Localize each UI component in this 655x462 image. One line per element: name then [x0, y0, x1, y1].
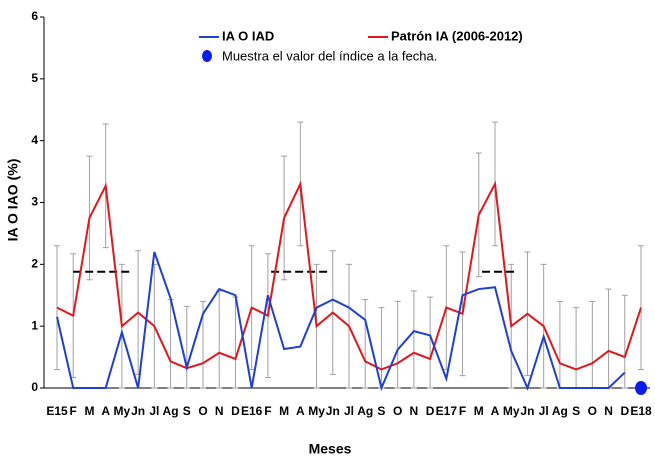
error-bar [216, 290, 223, 389]
y-axis-label: IA O IAO (%) [5, 159, 21, 242]
x-tick-label: E18 [630, 404, 652, 418]
y-tick-label: 1 [31, 318, 38, 332]
error-bar [605, 288, 612, 389]
x-tick-label: D [231, 404, 240, 418]
series-line [56, 180, 642, 371]
current-marker [635, 381, 647, 395]
x-tick-label: N [215, 404, 224, 418]
y-tick-label: 6 [31, 9, 38, 23]
y-tick-label: 4 [31, 133, 38, 147]
y-tick-label: 3 [31, 195, 38, 209]
x-tick-label: S [183, 404, 191, 418]
legend-label: Patrón IA (2006-2012) [391, 28, 523, 43]
error-bar [573, 307, 580, 389]
x-tick-label: Jn [520, 404, 534, 418]
x-tick-label: E15 [46, 404, 68, 418]
error-bar [556, 300, 563, 389]
y-tick-label: 5 [31, 71, 38, 85]
y-tick-label: 2 [31, 257, 38, 271]
error-bar [410, 290, 417, 389]
y-tick-label: 0 [31, 380, 38, 394]
x-tick-label: F [459, 404, 466, 418]
x-tick-label: Jl [344, 404, 354, 418]
legend-marker [202, 50, 212, 62]
x-axis-label: Meses [309, 441, 352, 457]
x-tick-label: N [604, 404, 613, 418]
x-tick-label: N [410, 404, 419, 418]
series-line [56, 251, 626, 392]
x-tick-label: My [114, 404, 131, 418]
x-tick-label: Ag [163, 404, 179, 418]
x-tick-label: Jl [149, 404, 159, 418]
x-tick-label: A [296, 404, 305, 418]
x-tick-label: Ag [552, 404, 568, 418]
x-tick-label: M [279, 404, 289, 418]
error-bar [167, 299, 174, 389]
error-bar [183, 305, 190, 389]
legend-label: IA O IAD [222, 28, 274, 43]
error-bar [362, 299, 369, 389]
x-tick-label: E17 [436, 404, 458, 418]
x-tick-label: Ag [357, 404, 373, 418]
error-bar [394, 300, 401, 389]
x-tick-label: M [84, 404, 94, 418]
x-tick-label: O [393, 404, 402, 418]
x-tick-label: O [588, 404, 597, 418]
x-tick-label: F [70, 404, 77, 418]
x-tick-label: O [198, 404, 207, 418]
x-tick-label: Jl [539, 404, 549, 418]
legend-label: Muestra el valor del índice a la fecha. [222, 48, 437, 63]
x-tick-label: A [491, 404, 500, 418]
x-tick-label: S [377, 404, 385, 418]
error-bar [589, 300, 596, 389]
x-tick-label: F [264, 404, 271, 418]
error-bar [427, 296, 434, 389]
x-tick-label: Jn [326, 404, 340, 418]
x-tick-label: E16 [241, 404, 263, 418]
x-tick-label: M [474, 404, 484, 418]
x-tick-label: My [308, 404, 325, 418]
x-tick-label: My [503, 404, 520, 418]
x-tick-label: D [620, 404, 629, 418]
x-tick-label: Jn [131, 404, 145, 418]
x-tick-label: S [572, 404, 580, 418]
x-tick-label: A [101, 404, 110, 418]
x-tick-label: D [426, 404, 435, 418]
